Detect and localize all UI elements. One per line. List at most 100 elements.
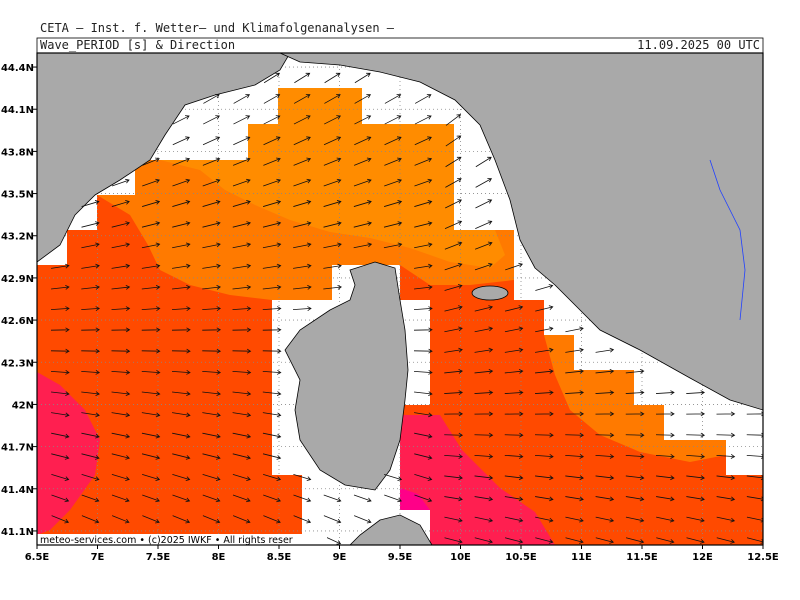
direction-arrow <box>595 347 615 353</box>
direction-arrow <box>171 327 191 333</box>
direction-arrow <box>81 263 100 269</box>
direction-arrow <box>504 516 524 523</box>
y-tick-label: 43.2N <box>1 232 34 243</box>
direction-arrow <box>444 496 463 502</box>
direction-arrow <box>414 412 433 418</box>
direction-arrow <box>535 368 554 374</box>
direction-arrow <box>414 200 433 207</box>
direction-arrow <box>111 200 130 207</box>
direction-arrow <box>111 369 131 375</box>
direction-arrow <box>504 432 524 438</box>
direction-arrow <box>141 412 161 418</box>
direction-arrow <box>716 411 736 417</box>
direction-arrow <box>263 94 281 104</box>
land <box>279 53 763 411</box>
direction-arrow <box>172 200 191 207</box>
direction-arrow <box>565 454 584 459</box>
y-tick-label: 42.6N <box>1 316 34 327</box>
direction-arrow <box>324 115 341 125</box>
direction-arrow <box>444 537 463 544</box>
direction-arrow <box>202 327 222 333</box>
direction-arrow <box>625 411 645 417</box>
direction-arrow <box>414 391 433 397</box>
direction-arrow <box>686 454 705 459</box>
direction-arrow <box>50 327 70 333</box>
direction-arrow <box>686 411 706 417</box>
direction-arrow <box>141 284 161 290</box>
direction-arrow <box>263 474 282 481</box>
direction-arrow <box>51 494 70 503</box>
direction-arrow <box>504 496 524 502</box>
direction-arrow <box>232 178 251 187</box>
direction-arrow <box>323 178 342 187</box>
direction-arrow <box>202 306 222 312</box>
direction-arrow <box>595 432 615 438</box>
direction-arrow <box>81 412 100 418</box>
direction-arrow <box>232 391 252 397</box>
direction-arrow <box>565 432 585 438</box>
period-field <box>544 335 726 462</box>
direction-arrow <box>141 453 161 460</box>
direction-arrow <box>263 136 281 146</box>
direction-arrow <box>535 537 554 544</box>
direction-arrow <box>444 284 463 291</box>
direction-arrow <box>475 178 493 188</box>
direction-arrow <box>81 453 100 460</box>
direction-arrow <box>111 348 131 354</box>
direction-arrow <box>51 391 70 397</box>
direction-arrow <box>625 496 645 502</box>
direction-arrow <box>535 475 554 481</box>
x-tick-label: 10E <box>450 552 471 563</box>
direction-arrow <box>414 453 433 460</box>
direction-arrow <box>445 114 462 126</box>
sardinia <box>349 514 433 545</box>
direction-arrow <box>232 327 252 333</box>
direction-arrow <box>232 284 252 290</box>
y-tick-label: 42.9N <box>1 274 34 285</box>
direction-arrow <box>324 72 341 84</box>
header: CETA – Inst. f. Wetter– und Klimafolgena… <box>40 21 395 35</box>
direction-arrow <box>535 516 554 523</box>
direction-arrow <box>81 369 101 375</box>
direction-arrow <box>172 284 191 290</box>
direction-arrow <box>444 454 463 459</box>
direction-arrow <box>656 537 675 544</box>
direction-arrow <box>686 475 705 481</box>
direction-arrow <box>444 475 463 481</box>
x-tick-label: 9E <box>333 552 347 563</box>
direction-arrow <box>414 157 433 166</box>
direction-arrow <box>504 326 524 333</box>
direction-arrow <box>655 390 675 396</box>
direction-arrow <box>81 348 101 354</box>
direction-arrow <box>716 537 735 544</box>
direction-arrow <box>232 474 251 481</box>
direction-arrow <box>262 306 282 312</box>
period-field <box>400 488 430 510</box>
direction-arrow <box>202 474 221 481</box>
y-tick-label: 44.4N <box>1 63 34 74</box>
direction-arrow <box>202 200 221 207</box>
direction-arrow <box>262 327 282 333</box>
direction-arrow <box>625 368 645 374</box>
direction-arrow <box>171 369 191 375</box>
land <box>37 53 291 263</box>
direction-arrow <box>81 306 101 312</box>
direction-arrow <box>655 432 675 438</box>
y-tick-label: 41.7N <box>1 443 34 454</box>
direction-arrow <box>444 390 464 396</box>
direction-arrow <box>323 284 342 290</box>
direction-arrow <box>716 454 736 459</box>
direction-arrow <box>232 242 252 249</box>
direction-arrow <box>172 115 190 125</box>
direction-arrow <box>444 241 463 250</box>
direction-arrow <box>172 178 191 187</box>
direction-arrow <box>172 494 191 503</box>
direction-arrow <box>81 284 100 290</box>
direction-arrow <box>111 178 130 187</box>
direction-arrow <box>504 347 524 353</box>
direction-arrow <box>81 494 100 503</box>
direction-arrow <box>384 115 402 125</box>
direction-arrow <box>51 474 70 481</box>
direction-arrow <box>504 305 524 312</box>
direction-arrow <box>142 494 160 503</box>
